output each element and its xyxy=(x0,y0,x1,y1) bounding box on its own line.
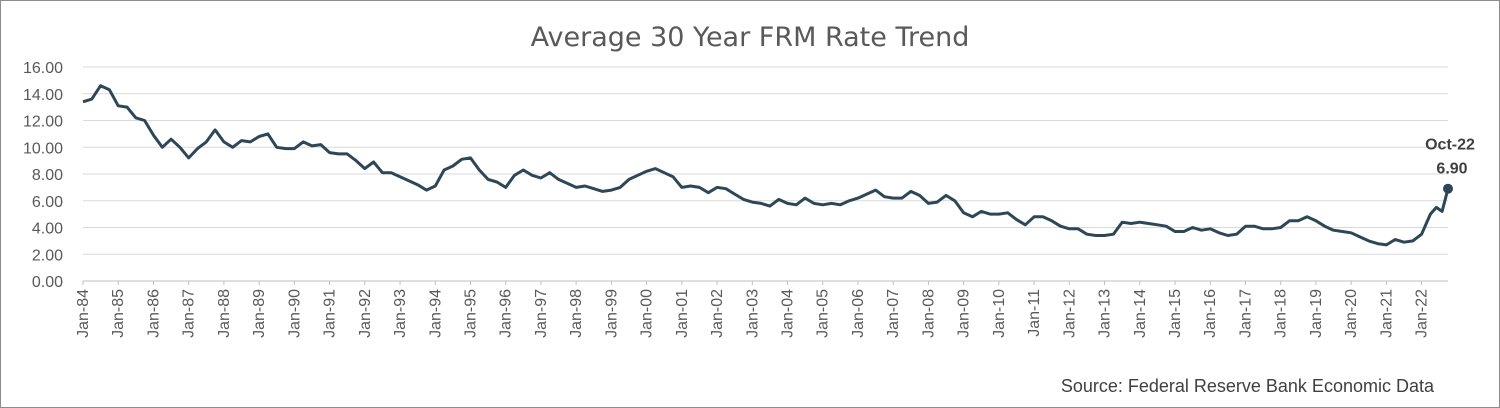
x-tick-label: Jan-94 xyxy=(427,289,444,338)
x-tick-label: Jan-90 xyxy=(286,289,303,338)
x-tick-label: Jan-96 xyxy=(498,289,515,338)
x-tick-label: Jan-95 xyxy=(462,289,479,338)
x-tick-label: Jan-12 xyxy=(1061,289,1078,338)
x-tick-label: Jan-19 xyxy=(1308,289,1325,338)
x-tick-label: Jan-87 xyxy=(181,289,198,338)
y-axis: 0.00 2.00 4.00 6.00 8.00 10.00 12.00 14.00 16.00 xyxy=(23,60,63,291)
y-tick-label: 10.00 xyxy=(23,140,63,157)
x-tick-label: Jan-85 xyxy=(110,289,127,338)
y-tick-label: 4.00 xyxy=(32,221,63,238)
x-tick-label: Jan-98 xyxy=(568,289,585,338)
x-tick-label: Jan-04 xyxy=(780,289,797,338)
y-tick-label: 6.00 xyxy=(32,194,63,211)
x-tick-label: Jan-02 xyxy=(709,289,726,338)
x-tick-label: Jan-20 xyxy=(1343,289,1360,338)
annotation-marker xyxy=(1443,183,1453,194)
x-tick-label: Jan-07 xyxy=(885,289,902,338)
chart-title: Average 30 Year FRM Rate Trend xyxy=(530,22,970,53)
x-tick-label: Jan-09 xyxy=(956,289,973,338)
x-tick-label: Jan-89 xyxy=(251,289,268,338)
x-tick-label: Jan-97 xyxy=(533,289,550,338)
annotation-group: Oct-22 6.90 xyxy=(1425,137,1475,194)
gridlines xyxy=(83,66,1448,282)
x-tick-label: Jan-92 xyxy=(357,289,374,338)
x-axis: Jan-84 Jan-85 Jan-86 Jan-87 Jan-88 Jan-89 Jan-… xyxy=(75,281,1431,338)
y-tick-label: 0.00 xyxy=(32,274,63,291)
series-group xyxy=(82,84,1450,247)
source-note: Source: Federal Reserve Bank Economic Da… xyxy=(1060,376,1434,396)
x-tick-label: Jan-91 xyxy=(322,289,339,338)
x-tick-label: Jan-22 xyxy=(1414,289,1431,338)
y-tick-label: 2.00 xyxy=(32,247,63,264)
x-tick-label: Jan-88 xyxy=(216,289,233,338)
x-tick-label: Jan-93 xyxy=(392,289,409,338)
x-tick-label: Jan-84 xyxy=(75,289,92,338)
x-tick-label: Jan-00 xyxy=(639,289,656,338)
y-tick-label: 16.00 xyxy=(23,60,63,77)
x-tick-label: Jan-01 xyxy=(674,289,691,338)
x-tick-label: Jan-18 xyxy=(1273,289,1290,338)
x-tick-label: Jan-17 xyxy=(1237,289,1254,338)
x-tick-label: Jan-15 xyxy=(1167,289,1184,338)
x-tick-label: Jan-21 xyxy=(1378,289,1395,338)
x-tick-label: Jan-06 xyxy=(850,289,867,338)
y-tick-label: 12.00 xyxy=(23,114,63,131)
annotation-date-label: Oct-22 xyxy=(1425,137,1475,154)
x-tick-label: Jan-10 xyxy=(991,289,1008,338)
x-tick-label: Jan-86 xyxy=(145,289,162,338)
x-tick-label: Jan-14 xyxy=(1132,289,1149,338)
x-tick-label: Jan-03 xyxy=(744,289,761,338)
annotation-value-label: 6.90 xyxy=(1436,161,1467,178)
y-tick-label: 8.00 xyxy=(32,167,63,184)
series-line xyxy=(82,84,1450,247)
x-tick-label: Jan-16 xyxy=(1202,289,1219,338)
x-tick-label: Jan-08 xyxy=(920,289,937,338)
x-tick-label: Jan-99 xyxy=(603,289,620,338)
y-tick-label: 14.00 xyxy=(23,87,63,104)
x-tick-label: Jan-13 xyxy=(1097,289,1114,338)
x-tick-label: Jan-11 xyxy=(1026,289,1043,337)
x-tick-label: Jan-05 xyxy=(815,289,832,338)
